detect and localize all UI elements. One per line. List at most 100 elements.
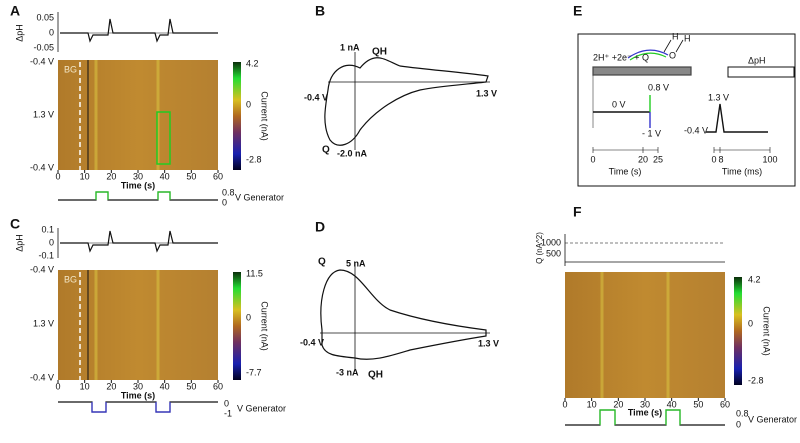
panel-label: E [573, 3, 582, 19]
colorbar-label: Current (nA) [260, 91, 270, 141]
tick-label: -1 [224, 408, 232, 418]
trace [592, 147, 659, 153]
annotation: BG [64, 274, 77, 284]
tick-label: 0 [224, 398, 229, 408]
x-tick-label: 0 [55, 381, 60, 391]
bottom-current: -3 nA [336, 367, 359, 377]
box [577, 33, 796, 187]
x-tick-label: 0 [562, 399, 567, 409]
left-ticks: 25 [653, 154, 663, 164]
box [233, 272, 241, 380]
x-tick-label: 60 [720, 399, 730, 409]
tick-label: 0 [49, 237, 54, 247]
tick-label: -0.05 [33, 42, 54, 52]
x-tick-label: 30 [133, 381, 143, 391]
box [58, 60, 218, 170]
h2: H [684, 33, 691, 43]
x-tick-label: 0 [55, 171, 60, 181]
tick-label: 0.05 [36, 12, 54, 22]
x-tick-label: 60 [213, 381, 223, 391]
q: Q [318, 257, 326, 268]
gen-high: 0.8 V [648, 82, 669, 92]
axis-label: V Generator [235, 192, 284, 202]
cv-high: 1.3 V [708, 92, 729, 102]
axis-label: Time (s) [121, 390, 155, 400]
box [592, 66, 692, 76]
tick-label: 0 [222, 197, 227, 207]
right-ticks: 0 [711, 154, 716, 164]
reaction: 2H⁺ +2e⁻ + Q [593, 52, 649, 62]
qh: QH [368, 370, 383, 381]
o: O [669, 50, 676, 60]
colorbar-label: Current (nA) [762, 306, 772, 356]
box [734, 277, 742, 385]
colorbar-tick: 0 [246, 312, 251, 322]
panel-label: F [573, 204, 582, 220]
x-tick-label: 10 [80, 381, 90, 391]
x-tick-label: 60 [213, 171, 223, 181]
colorbar-tick: 4.2 [246, 58, 259, 68]
gen-zero: 0 V [612, 99, 626, 109]
q-ticks: 500 [546, 248, 561, 258]
layout [57, 12, 796, 426]
tick-label: 1.3 V [33, 109, 54, 119]
colorbar-tick: 4.2 [748, 274, 761, 284]
box [727, 66, 795, 78]
x-tick-label: 40 [160, 171, 170, 181]
x-tick-label: 10 [80, 171, 90, 181]
trace [91, 402, 171, 413]
tick-label: -0.4 V [30, 56, 54, 66]
trace [60, 18, 218, 43]
x-tick-label: 50 [186, 381, 196, 391]
trace [58, 401, 218, 413]
x-tick-label: 50 [693, 399, 703, 409]
x-tick-label: 30 [640, 399, 650, 409]
colorbar-tick: -7.7 [246, 367, 262, 377]
gen-low: - 1 V [642, 128, 661, 138]
tick-label: 0 [736, 419, 741, 429]
top-current: 5 nA [346, 258, 366, 268]
colorbar-label: Current (nA) [260, 301, 270, 351]
dph: ΔpH [748, 55, 766, 65]
trace [627, 49, 669, 59]
annotation: BG [64, 64, 77, 74]
x-tick-label: 40 [160, 381, 170, 391]
x-tick-label: 20 [106, 171, 116, 181]
trace [713, 147, 771, 153]
left-ticks: 0 [590, 154, 595, 164]
colorbar-tick: 11.5 [246, 268, 263, 278]
right-voltage: 1.3 V [478, 338, 499, 348]
bottom-current: -2.0 nA [337, 148, 368, 158]
trace [60, 230, 218, 253]
axis-label: ΔpH [14, 234, 24, 252]
q-ticks: 1000 [541, 237, 561, 247]
tick-label: 0.8 [736, 408, 749, 418]
trace [629, 52, 667, 61]
colorbar-tick: 0 [246, 99, 251, 109]
right-axis: Time (ms) [722, 166, 762, 176]
panel-label: B [315, 3, 325, 19]
box [58, 270, 218, 380]
tick-label: -0.1 [38, 250, 54, 260]
heatmaps [58, 60, 742, 398]
trace [599, 409, 681, 425]
left-voltage: -0.4 V [300, 337, 324, 347]
right-ticks: 8 [718, 154, 723, 164]
x-tick-label: 20 [106, 381, 116, 391]
trace [706, 103, 768, 133]
tick-label: 0.1 [41, 224, 54, 234]
trace [324, 57, 489, 146]
h1: H [672, 31, 679, 41]
tick-label: -0.4 V [30, 162, 54, 172]
tick-label: 0 [49, 27, 54, 37]
left-ticks: 20 [638, 154, 648, 164]
cv-low: -0.4 V [684, 125, 708, 135]
colorbar-tick: -2.8 [246, 154, 262, 164]
trace [95, 191, 171, 200]
x-tick-label: 30 [133, 171, 143, 181]
panel-label: A [10, 3, 20, 19]
x-tick-label: 40 [667, 399, 677, 409]
tick-label: 0.8 [222, 187, 235, 197]
qh: QH [372, 47, 387, 58]
